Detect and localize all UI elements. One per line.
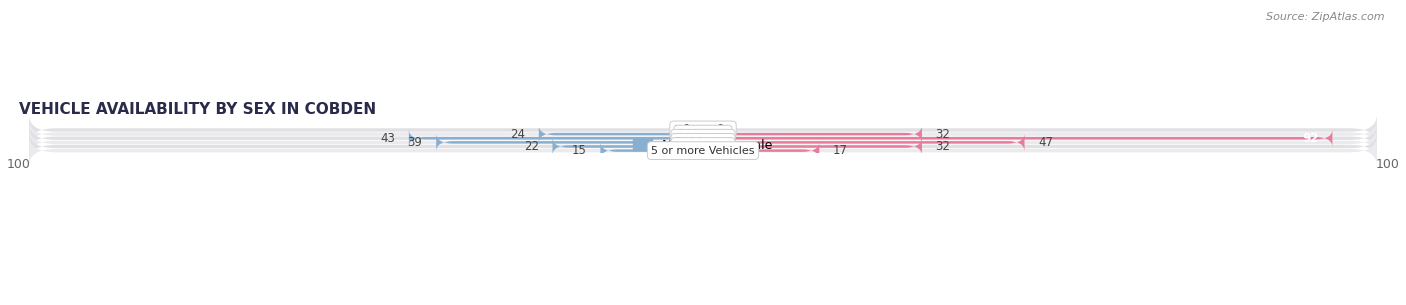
FancyBboxPatch shape (30, 124, 1376, 153)
Text: 32: 32 (935, 127, 950, 141)
Text: 43: 43 (380, 132, 395, 145)
FancyBboxPatch shape (30, 115, 1376, 145)
Text: 22: 22 (524, 140, 538, 153)
FancyBboxPatch shape (553, 137, 703, 156)
FancyBboxPatch shape (30, 127, 1376, 157)
Text: 3 Vehicles: 3 Vehicles (675, 137, 731, 147)
FancyBboxPatch shape (30, 119, 1376, 149)
Text: 4 Vehicles: 4 Vehicles (675, 142, 731, 152)
Text: 2 Vehicles: 2 Vehicles (675, 133, 731, 143)
FancyBboxPatch shape (703, 137, 922, 156)
Text: 0: 0 (682, 124, 689, 136)
Text: 5 or more Vehicles: 5 or more Vehicles (651, 146, 755, 156)
FancyBboxPatch shape (30, 136, 1376, 166)
Text: 1 Vehicle: 1 Vehicle (678, 129, 728, 139)
Text: 47: 47 (1038, 136, 1053, 149)
Text: Source: ZipAtlas.com: Source: ZipAtlas.com (1267, 12, 1385, 22)
Text: 32: 32 (935, 140, 950, 153)
Text: 17: 17 (832, 144, 848, 157)
FancyBboxPatch shape (600, 142, 703, 160)
FancyBboxPatch shape (30, 132, 1376, 161)
Text: 15: 15 (572, 144, 586, 157)
Text: 39: 39 (408, 136, 423, 149)
Legend: Male, Female: Male, Female (633, 139, 773, 152)
Text: 24: 24 (510, 127, 524, 141)
FancyBboxPatch shape (538, 125, 703, 143)
Text: 92: 92 (1302, 132, 1319, 145)
FancyBboxPatch shape (436, 133, 703, 152)
Text: 0: 0 (717, 124, 724, 136)
FancyBboxPatch shape (703, 133, 1025, 152)
FancyBboxPatch shape (703, 125, 922, 143)
Text: VEHICLE AVAILABILITY BY SEX IN COBDEN: VEHICLE AVAILABILITY BY SEX IN COBDEN (18, 102, 375, 117)
FancyBboxPatch shape (703, 142, 820, 160)
FancyBboxPatch shape (409, 129, 703, 147)
FancyBboxPatch shape (703, 129, 1333, 147)
Text: No Vehicle: No Vehicle (673, 125, 733, 135)
